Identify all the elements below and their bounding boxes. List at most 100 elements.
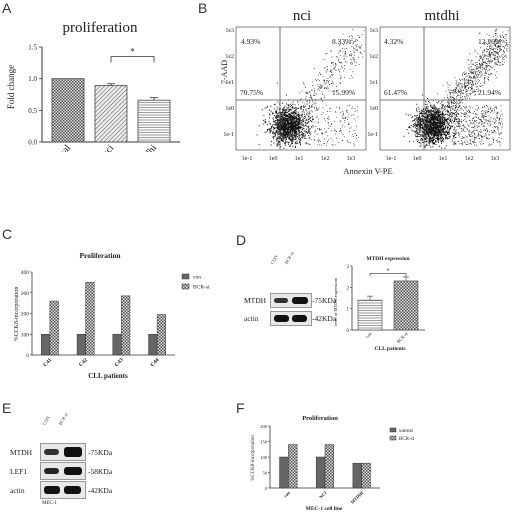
panel-b-plot2-q-ul: 4.32% — [384, 37, 403, 46]
flow-events — [403, 29, 509, 149]
blot-strip-lef1 — [40, 462, 86, 480]
panel-d-xlabel: CLL patients — [374, 346, 405, 352]
tick-label: 1e2 — [369, 54, 378, 60]
y-tick-label: 3 — [347, 265, 350, 270]
bar-con-c41 — [41, 334, 51, 356]
bar-con — [357, 299, 383, 331]
panel-c-ylabel: %CCK8-incorporation — [14, 287, 20, 342]
blot-band — [64, 467, 82, 475]
panel-d-title: MTDH expression — [366, 256, 409, 262]
blot-row-label: actin — [244, 314, 259, 323]
bar-mtdhi — [137, 99, 171, 143]
tick-label: 1e2 — [465, 156, 474, 162]
y-tick-label: 0 — [26, 353, 29, 359]
x-tick-label: con — [365, 331, 374, 340]
x-tick-label: MTDHI — [350, 490, 365, 505]
bar-untreat-nci — [315, 456, 326, 489]
y-tick-label: 200 — [260, 424, 268, 429]
panel-d-ylabel: level of MTDH expression — [333, 277, 338, 326]
blot-strip-mtdh — [270, 293, 312, 308]
blot-strip-mtdh — [40, 443, 86, 461]
bar-untreat-con — [279, 456, 289, 489]
x-tick-label: C44 — [150, 357, 161, 368]
bar-nci — [94, 85, 128, 143]
tick-label: 1e-1 — [386, 156, 397, 162]
panel-d-blot: CON BCR-st MTDH -75KDa actin -42KDa — [244, 250, 344, 330]
y-tick-label: 200 — [21, 312, 30, 318]
y-tick-label: 300 — [21, 291, 30, 297]
y-tick-label: 1.5 — [28, 44, 37, 52]
tick-label: 1e1 — [295, 156, 304, 162]
blot-row-label: actin — [10, 486, 25, 495]
tick-label: 1e2 — [225, 54, 234, 60]
blot-band — [274, 298, 288, 303]
y-tick-label: 0.0 — [28, 139, 37, 147]
blot-lane-label: BCR-st — [57, 411, 69, 426]
blot-lane-label: BCR-st — [283, 250, 295, 265]
y-tick-label: 1 — [347, 308, 350, 313]
panel-b-flow: 7-AAD Annexin V-PE nci 4.93% 8.33% 70.75… — [210, 0, 520, 190]
blot-strip-actin — [40, 481, 86, 499]
legend-swatch-untreat — [389, 427, 397, 433]
panel-b-plot2-title: mtdhi — [424, 8, 459, 24]
panel-a-title: proliferation — [63, 20, 138, 36]
y-tick-label: 50 — [263, 471, 268, 476]
legend-label: untreat — [399, 429, 413, 434]
blot-band — [64, 486, 81, 494]
significance-star: * — [130, 47, 135, 57]
tick-label: 1e0 — [369, 106, 378, 112]
legend-swatch-bcr-st — [181, 283, 190, 290]
y-tick-label: 0 — [347, 329, 350, 334]
bar-bcr-st-nci — [324, 444, 335, 489]
blot-band — [44, 449, 59, 455]
significance-bracket — [369, 273, 407, 277]
tick-label: 1e1 — [225, 80, 234, 86]
panel-b-plot2-frame — [379, 26, 511, 151]
tick-label: 1e1 — [439, 156, 448, 162]
panel-b-xlabel: Annexin V-PE — [343, 166, 392, 176]
tick-label: 1e-1 — [223, 132, 234, 138]
panel-b-plot1-q-ur: 8.33% — [332, 37, 351, 46]
tick-label: 1e0 — [225, 106, 234, 112]
panel-b-plot2-yticks: 1e3 1e2 1e1 1e0 1e-1 — [367, 28, 378, 138]
panel-e-caption: MEC-1 — [42, 501, 57, 506]
blot-size-label: -75KDa — [88, 448, 113, 457]
tick-label: 1e3 — [369, 28, 378, 34]
blot-row-label: MTDH — [10, 448, 33, 457]
y-tick-label: 0 — [265, 486, 268, 491]
y-tick-label: 1.0 — [28, 75, 37, 83]
bar-normal — [51, 78, 85, 143]
tick-label: 1e0 — [413, 156, 422, 162]
tick-label: 1e-1 — [367, 132, 378, 138]
tick-label: 1e3 — [225, 28, 234, 34]
bar-bcr-st-c42 — [85, 282, 95, 356]
y-tick-label: 100 — [21, 332, 30, 338]
tick-label: 1e2 — [321, 156, 330, 162]
panel-f-bar-chart: Proliferation %CCK8-incorporation MEC-1 … — [251, 415, 415, 512]
panel-letter-a: A — [2, 0, 12, 16]
x-tick-label: Normal — [45, 143, 73, 152]
flow-events — [256, 29, 365, 149]
panel-b-svg: 7-AAD Annexin V-PE nci 4.93% 8.33% 70.75… — [220, 8, 511, 176]
panel-b-plot2-xticks: 1e-1 1e0 1e1 1e2 1e3 — [386, 156, 500, 162]
panel-a-ylabel: Fold change — [6, 65, 16, 109]
panel-letter-b: B — [198, 0, 208, 16]
tick-label: 1e3 — [491, 156, 500, 162]
panel-f-title: Proliferation — [302, 415, 338, 422]
bar-con-c42 — [76, 334, 86, 356]
x-tick-label: BCR-st — [396, 331, 410, 345]
panel-b-plot1-events — [256, 29, 365, 149]
panel-d-bar-chart: MTDH expression level of MTDH expression… — [333, 256, 425, 352]
x-tick-label: C41 — [42, 357, 53, 368]
panel-letter-e: E — [2, 400, 12, 416]
significance-star: * — [387, 268, 390, 274]
blot-row-label: LEF1 — [10, 467, 28, 476]
bar-bcr-st-c43 — [121, 295, 131, 356]
y-tick-label: 0.5 — [28, 107, 37, 115]
bar-bcr-st — [393, 280, 419, 331]
panel-b-plot1-frame — [235, 26, 367, 151]
panel-b-plot2-events — [403, 29, 509, 149]
blot-row-label: MTDH — [244, 296, 267, 305]
panel-letter-f: F — [236, 400, 245, 416]
y-tick-label: 2 — [347, 286, 350, 291]
